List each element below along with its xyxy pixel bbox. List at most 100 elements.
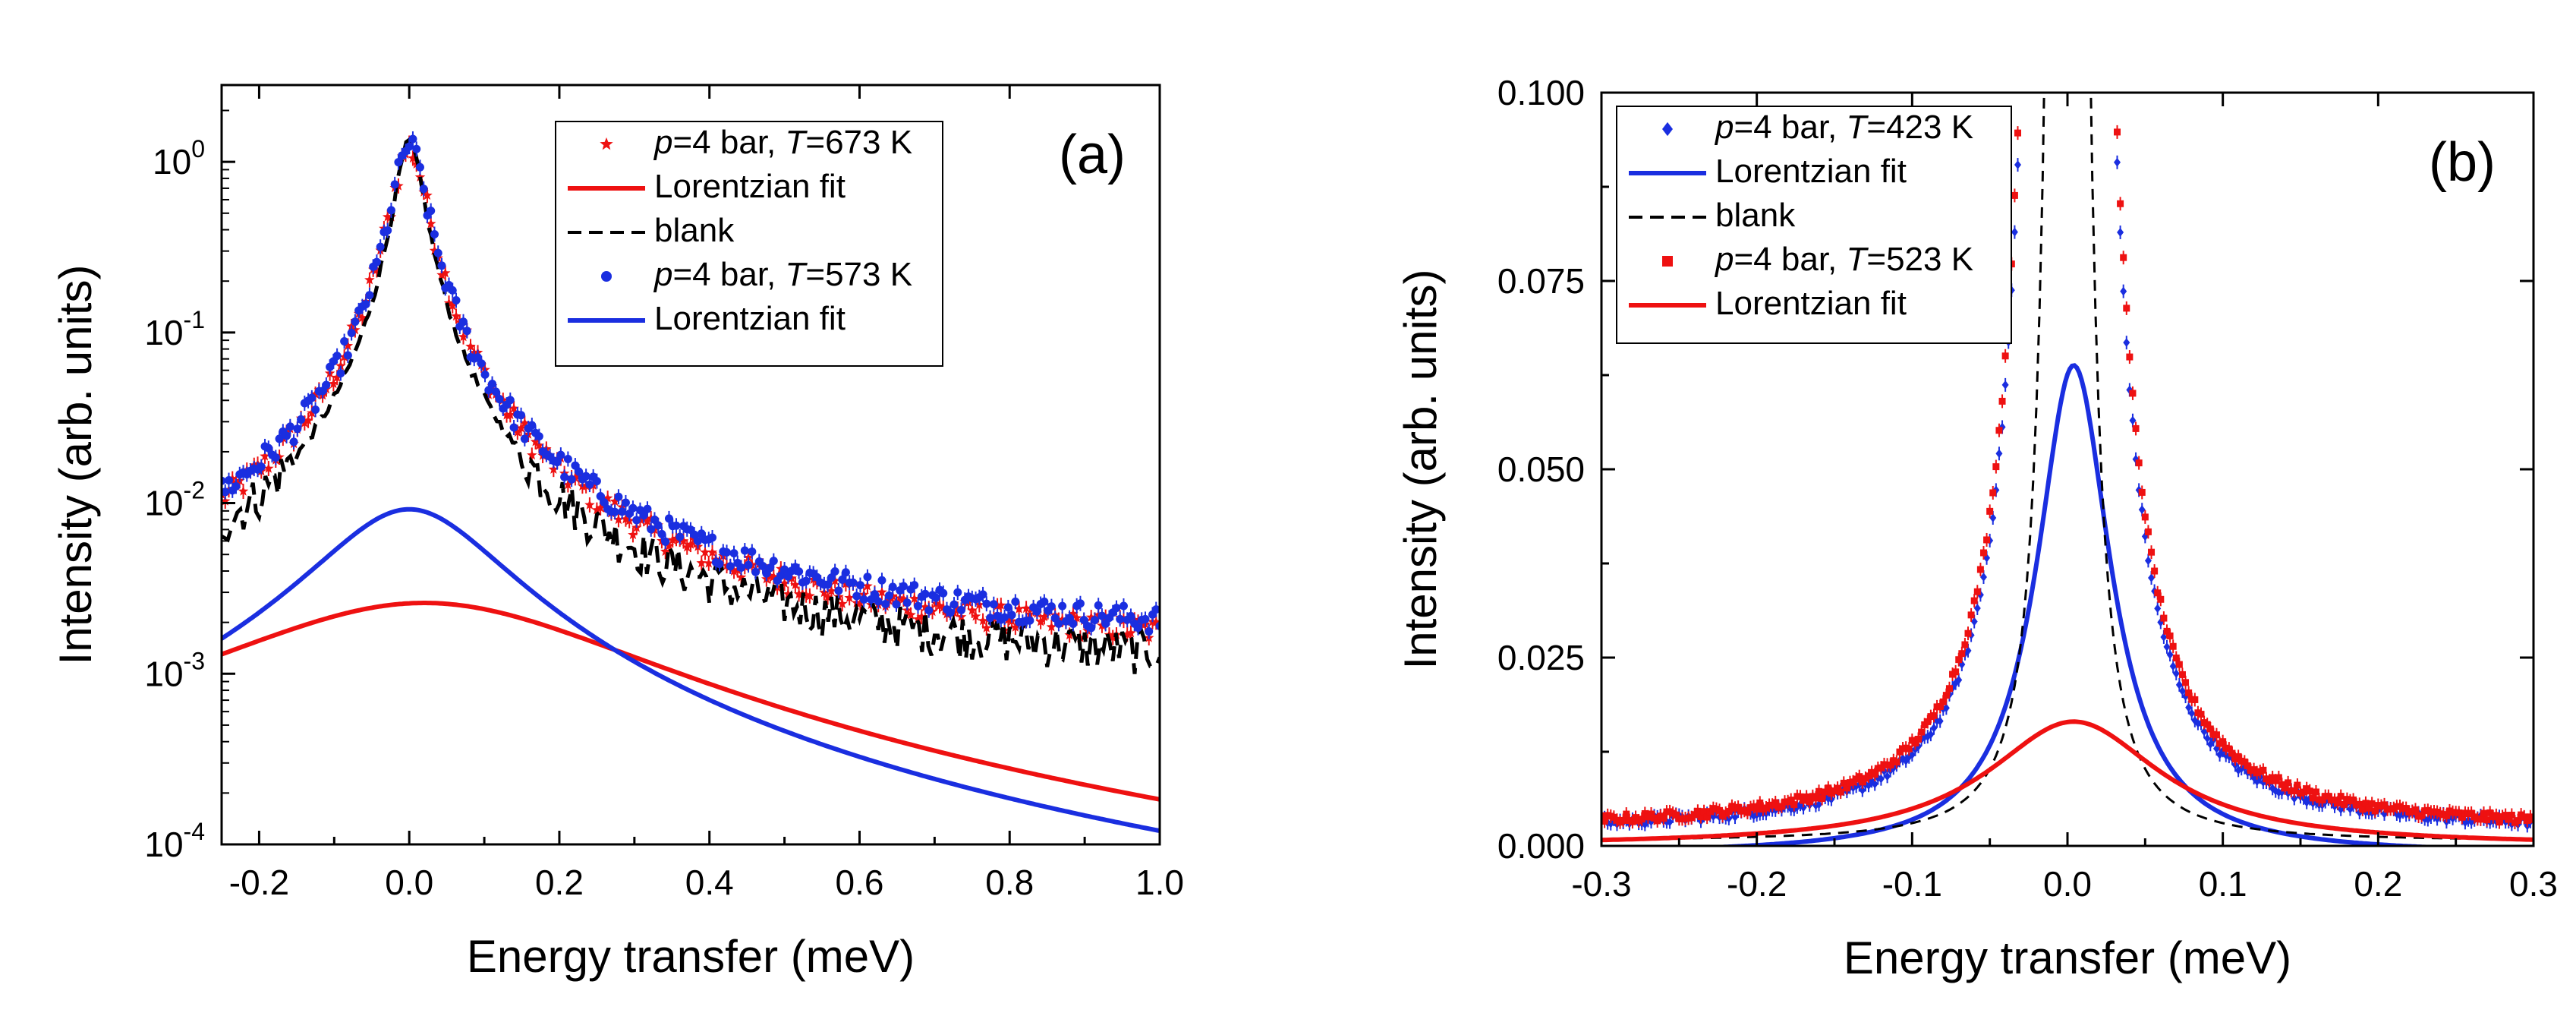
data-point xyxy=(571,461,580,470)
data-point xyxy=(2175,661,2183,668)
data-point xyxy=(953,588,962,597)
data-point xyxy=(1995,449,2003,459)
data-point xyxy=(881,599,890,608)
x-tick-label: 0.4 xyxy=(685,863,734,902)
legend-label: Lorentzian fit xyxy=(1715,153,1907,190)
data-point xyxy=(2135,459,2143,467)
data-point xyxy=(916,611,927,621)
legend-label: blank xyxy=(1715,197,1796,234)
data-point xyxy=(1918,728,1926,736)
data-point xyxy=(1119,601,1128,611)
data-point xyxy=(1716,806,1724,814)
data-point xyxy=(700,547,710,557)
data-point xyxy=(271,453,280,462)
data-point xyxy=(1623,810,1630,818)
x-tick-label: -0.1 xyxy=(1882,864,1942,904)
y-tick-label: 0.100 xyxy=(1497,73,1585,112)
data-point xyxy=(2269,784,2276,794)
data-point xyxy=(289,437,298,446)
data-point xyxy=(1955,656,1963,664)
data-point xyxy=(2260,766,2267,774)
data-point xyxy=(2117,228,2124,237)
legend-label: Lorentzian fit xyxy=(1715,285,1907,322)
data-point xyxy=(888,582,897,592)
data-point xyxy=(1145,627,1154,636)
data-point xyxy=(495,395,504,404)
data-point xyxy=(2141,513,2149,521)
data-point xyxy=(2113,157,2121,167)
data-point xyxy=(553,458,562,467)
data-point xyxy=(1094,601,1103,610)
panel-a-y-axis-label: Intensity (arb. units) xyxy=(50,265,101,665)
data-point xyxy=(1973,588,1981,595)
data-point xyxy=(2480,809,2488,817)
data-point xyxy=(642,516,653,526)
data-point xyxy=(1815,800,1823,809)
data-point xyxy=(682,541,692,552)
data-point xyxy=(1930,723,1938,733)
data-point xyxy=(1107,632,1118,642)
data-point xyxy=(231,481,241,491)
data-point xyxy=(660,546,671,557)
data-point xyxy=(1021,603,1031,614)
data-point xyxy=(501,409,512,420)
data-point xyxy=(790,579,801,589)
data-point xyxy=(1930,712,1938,719)
data-point xyxy=(361,300,370,309)
panel-a-ticks: -0.2 0.0 0.2 0.4 0.6 0.8 1.010-410-310-210-110… xyxy=(144,85,1184,902)
data-point xyxy=(408,134,417,144)
data-point xyxy=(2182,679,2190,686)
data-point xyxy=(548,464,559,474)
data-point xyxy=(1087,623,1096,633)
data-point xyxy=(1942,703,1950,713)
data-point xyxy=(2219,738,2227,746)
blank-line xyxy=(222,137,1160,674)
y-tick-label: 0.075 xyxy=(1497,261,1585,301)
data-point xyxy=(2113,128,2121,136)
data-point xyxy=(877,586,887,597)
data-point xyxy=(920,601,931,612)
data-point xyxy=(729,549,738,558)
data-point xyxy=(263,462,274,473)
legend-text: =423 K xyxy=(1866,109,1973,146)
data-point xyxy=(931,593,940,602)
data-point xyxy=(715,560,724,569)
data-point xyxy=(672,521,681,530)
data-point xyxy=(2483,816,2491,824)
legend-box xyxy=(555,121,943,367)
panel-a: -0.2 0.0 0.2 0.4 0.6 0.8 1.010-410-310-210-110… xyxy=(50,84,1184,982)
data-point xyxy=(563,454,572,463)
data-point xyxy=(600,497,609,506)
data-point xyxy=(505,396,515,405)
data-point xyxy=(560,472,569,481)
data-point xyxy=(488,380,497,389)
legend-swatch-marker xyxy=(601,271,612,282)
data-point xyxy=(2337,793,2345,800)
data-point xyxy=(1998,397,2006,405)
legend-label: p=4 bar, T=573 K xyxy=(653,256,912,293)
data-point xyxy=(1010,622,1021,632)
data-point xyxy=(2001,380,2009,390)
data-point xyxy=(978,615,988,626)
y-tick-label: 0.025 xyxy=(1497,638,1585,677)
data-point xyxy=(332,352,342,361)
data-point xyxy=(830,566,839,576)
series-2 xyxy=(222,137,1160,674)
data-point xyxy=(1970,597,1978,604)
data-point xyxy=(275,434,284,443)
data-point xyxy=(628,529,638,540)
data-point xyxy=(1936,716,1944,726)
y-tick-label: 0.050 xyxy=(1497,450,1585,489)
data-point xyxy=(422,190,433,200)
data-point xyxy=(981,622,992,633)
data-point xyxy=(1958,650,1966,658)
data-point xyxy=(2129,390,2137,397)
data-point xyxy=(512,427,523,437)
data-point xyxy=(257,462,266,472)
data-point xyxy=(520,434,529,443)
data-point xyxy=(491,387,500,396)
legend-var-t: T xyxy=(1847,109,1869,146)
x-tick-label: 0.0 xyxy=(2043,864,2092,904)
data-point xyxy=(264,443,273,453)
data-point xyxy=(2508,811,2515,819)
